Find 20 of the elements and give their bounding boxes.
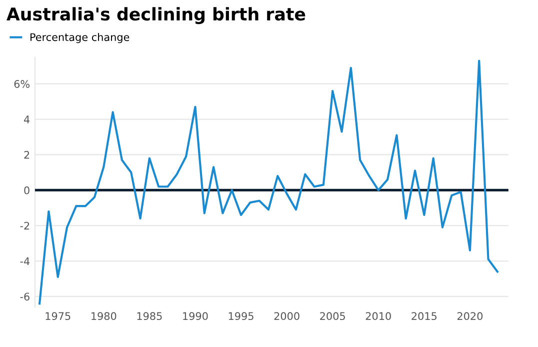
- x-tick-label: 1995: [228, 312, 254, 320]
- y-tick-label: -6: [20, 292, 30, 301]
- line-series: [38, 60, 498, 305]
- x-tick-label: 1990: [183, 312, 208, 320]
- y-tick-label: 2: [24, 150, 30, 159]
- x-tick-label: 1985: [137, 312, 162, 320]
- y-tick-label: 4: [24, 116, 30, 124]
- x-tick-label: 2000: [274, 312, 300, 320]
- x-tick-label: 1975: [46, 312, 70, 320]
- x-tick-label: 2010: [366, 312, 391, 320]
- y-tick-label: 6%: [14, 80, 30, 88]
- y-tick-label: -2: [20, 222, 30, 230]
- chart-title: Australia's declining birth rate: [6, 7, 306, 24]
- x-tick-label: 2005: [320, 312, 345, 320]
- x-tick-label: 2015: [412, 312, 437, 320]
- y-tick-label: -4: [20, 257, 30, 265]
- x-tick-label: 1980: [92, 312, 116, 320]
- legend-label: Percentage change: [30, 33, 130, 44]
- y-tick-label: 0: [24, 186, 30, 194]
- x-tick-label: 2020: [457, 312, 483, 320]
